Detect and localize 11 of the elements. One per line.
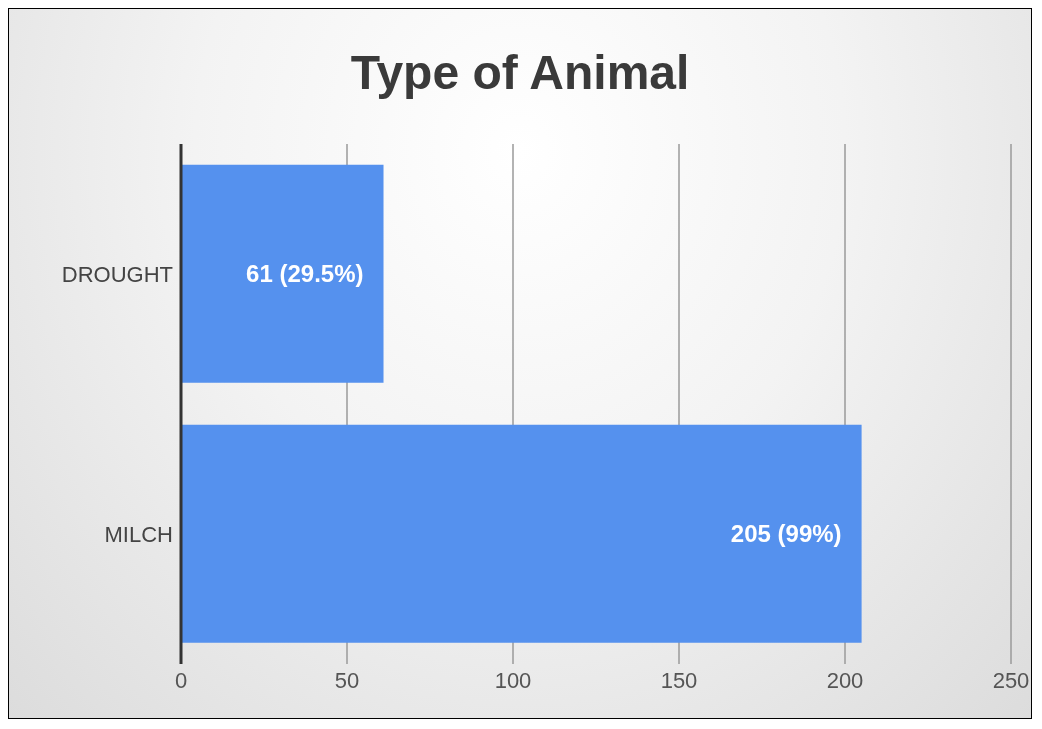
data-label: 205 (99%): [730, 520, 842, 548]
data-label: 61 (29.5%): [246, 260, 364, 288]
x-tick-label: 50: [334, 667, 360, 693]
y-tick-label: MILCH: [104, 521, 173, 547]
chart-title: Type of Animal: [349, 45, 691, 100]
x-tick-label: 250: [992, 667, 1030, 693]
x-tick-label: 200: [826, 667, 864, 693]
x-tick-label: 150: [660, 667, 698, 693]
x-tick-label: 0: [174, 667, 188, 693]
y-tick-label: DROUGHT: [61, 261, 173, 287]
x-tick-label: 100: [494, 667, 532, 693]
